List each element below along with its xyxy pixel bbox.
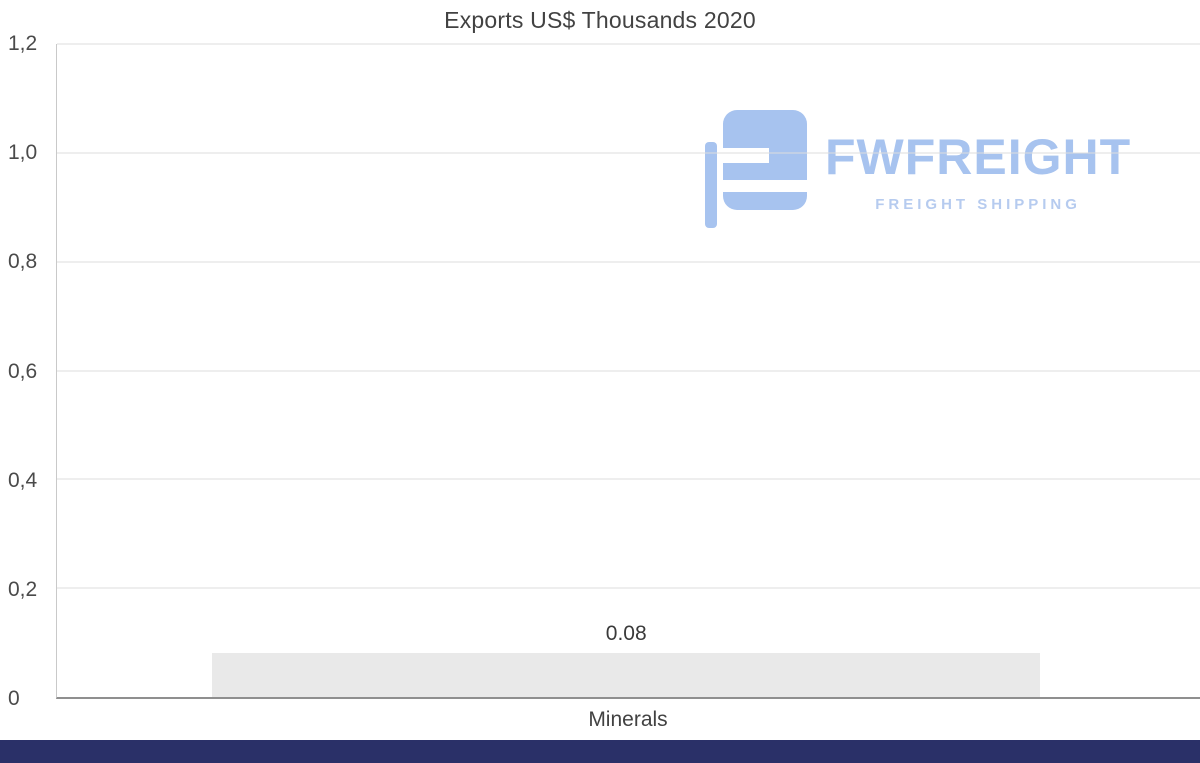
y-tick-label: 0,6	[8, 359, 38, 383]
x-axis-category-label: Minerals	[588, 708, 668, 731]
gridline	[57, 478, 1200, 480]
watermark-text: FWFREIGHT FREIGHT SHIPPING	[825, 110, 1131, 213]
y-axis: 0 0,2 0,4 0,6 0,8 1,0 1,2	[8, 32, 54, 710]
y-tick-label: 0,8	[8, 250, 38, 274]
gridline	[57, 370, 1200, 371]
y-tick-label: 1,2	[8, 32, 38, 55]
watermark-tagline: FREIGHT SHIPPING	[875, 196, 1081, 213]
watermark-brand: FWFREIGHT	[825, 129, 1132, 185]
gridline	[57, 587, 1200, 589]
footer-strip	[0, 740, 1200, 763]
y-tick-label: 0,2	[8, 577, 38, 601]
gridline	[57, 261, 1200, 263]
chart-title: Exports US$ Thousands 2020	[444, 7, 756, 33]
y-tick-label: 0	[8, 687, 20, 710]
watermark-logo: FWFREIGHT FREIGHT SHIPPING	[705, 110, 1131, 228]
gridline	[57, 152, 1200, 154]
plot-area: FWFREIGHT FREIGHT SHIPPING 0.08	[56, 43, 1200, 699]
y-tick-label: 0,4	[8, 468, 38, 492]
fwfreight-logo-icon	[705, 110, 807, 228]
bar-minerals[interactable]: 0.08	[212, 622, 1040, 697]
gridline	[57, 43, 1200, 45]
bar-value-label: 0.08	[605, 622, 647, 646]
y-tick-label: 1,0	[8, 141, 38, 165]
